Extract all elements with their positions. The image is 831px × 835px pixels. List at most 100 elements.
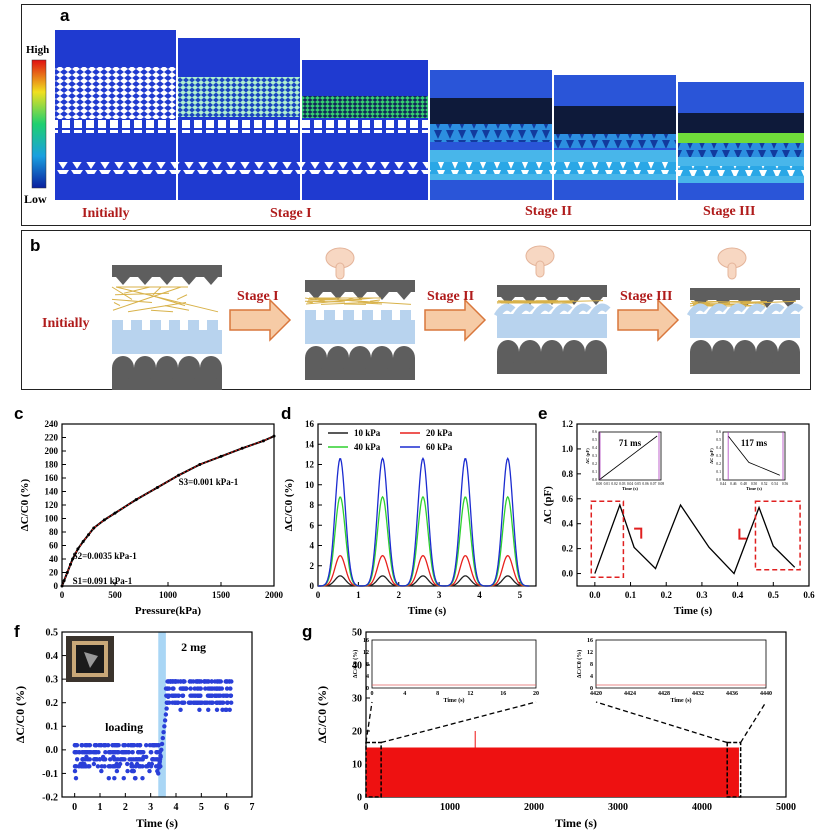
chart-e: 0.0 0.1 0.2 0.3 0.4 0.5 0.6 0.0 0.2 0.4 0.6 0.8 1.0 1… — [542, 419, 815, 617]
data-point — [113, 511, 117, 515]
x-tick-label: 1000 — [440, 802, 460, 813]
series-line-60kPa — [317, 457, 530, 587]
x-tick-label: 0 — [72, 802, 77, 813]
panel-c-label: c — [14, 404, 24, 423]
data-point — [128, 757, 134, 762]
inset-x-label: Time (s) — [746, 486, 762, 491]
data-point — [157, 759, 162, 764]
data-point — [165, 694, 171, 700]
inset-y-tick: 0.5 — [716, 438, 721, 442]
y-tick-label: 40 — [49, 554, 59, 564]
inset-x-tick: 0.54 — [772, 482, 778, 486]
panel-e-label: e — [538, 404, 548, 423]
schematic-unit — [304, 280, 415, 380]
inset-y-tick: 0.2 — [592, 462, 597, 466]
y-axis-label: ΔC/C0 (%) — [315, 686, 329, 743]
data-point — [87, 742, 93, 748]
data-point — [198, 686, 203, 691]
label-stage3-b: Stage III — [620, 289, 673, 304]
x-tick-label: 1500 — [212, 590, 231, 600]
y-tick-label: 10 — [305, 480, 315, 490]
y-tick-label: 0 — [310, 581, 315, 591]
y-tick-label: 0.6 — [562, 494, 574, 504]
data-point — [79, 742, 85, 748]
x-tick-label: 2000 — [265, 590, 284, 600]
data-point — [207, 700, 212, 705]
y-tick-label: 14 — [305, 439, 315, 449]
colorbar-high-label: High — [26, 44, 50, 56]
inset-x-label: Time (s) — [443, 697, 464, 704]
inset-x-tick: 0.46 — [730, 482, 736, 486]
x-tick-label: 0.3 — [696, 590, 708, 600]
legend-entry: 10 kPa — [354, 428, 381, 438]
y-tick-label: 0.0 — [562, 569, 574, 579]
data-point — [133, 775, 138, 781]
inset-x-tick: 4420 — [590, 691, 602, 697]
data-point — [192, 686, 197, 691]
data-point — [162, 724, 167, 729]
y-tick-label: 50 — [352, 627, 362, 638]
data-point — [214, 700, 220, 705]
data-point — [160, 735, 166, 741]
x-tick-label: 0.1 — [625, 590, 637, 600]
data-point — [151, 742, 156, 748]
stage-label-stage2: Stage II — [525, 204, 573, 219]
data-point — [162, 718, 168, 723]
y-tick-label: 200 — [45, 446, 59, 456]
y-axis-label: ΔC (pF) — [542, 486, 554, 524]
inset-y-tick: 16 — [587, 638, 593, 644]
highlight-box — [590, 500, 625, 579]
series-line — [61, 435, 275, 587]
data-point — [116, 750, 121, 755]
y-axis-label: ΔC/C0 (%) — [283, 478, 295, 531]
data-point — [114, 742, 119, 748]
x-tick-label: 3 — [148, 802, 153, 813]
data-point — [134, 498, 138, 502]
inset-x-tick: 0.07 — [650, 482, 656, 486]
schematic-unit — [686, 288, 804, 374]
x-axis-label: Pressure(kPa) — [135, 605, 202, 617]
x-tick-label: 0 — [364, 802, 369, 813]
x-tick-label: 0 — [316, 590, 321, 600]
data-point — [272, 434, 276, 438]
inset-x-tick: 0.02 — [611, 482, 617, 486]
data-point — [188, 686, 193, 691]
data-point — [62, 579, 66, 583]
data-point — [173, 679, 178, 684]
data-point — [87, 757, 92, 762]
y-tick-label: 4 — [310, 541, 315, 551]
y-tick-label: 6 — [310, 520, 315, 530]
data-point — [107, 764, 112, 769]
y-tick-label: 2 — [310, 561, 315, 571]
data-point — [152, 757, 157, 762]
data-point — [166, 679, 172, 684]
x-tick-label: 7 — [250, 802, 255, 813]
stage-arrow — [229, 298, 292, 342]
inset-x-tick: 0.08 — [658, 482, 664, 486]
data-point — [94, 757, 99, 762]
legend-entry: 40 kPa — [354, 442, 381, 452]
data-point — [130, 742, 135, 748]
data-point — [131, 768, 137, 774]
data-point — [130, 750, 135, 755]
y-tick-label: 8 — [310, 500, 315, 510]
y-axis-label: ΔC/C0 (%) — [13, 686, 27, 743]
data-point — [163, 712, 169, 717]
data-point — [178, 707, 183, 712]
inset-x-tick: 0.52 — [761, 482, 767, 486]
inset-x-tick: 20 — [533, 691, 539, 697]
x-tick-label: 3 — [437, 590, 442, 600]
inset-y-tick: 0.3 — [592, 454, 597, 458]
data-point — [156, 742, 161, 748]
inset-x-tick: 0.04 — [627, 482, 633, 486]
data-point — [143, 742, 149, 748]
signal-band — [366, 747, 739, 797]
data-point — [72, 768, 78, 774]
y-tick-label: 0.5 — [46, 627, 59, 638]
y-tick-label: 0.2 — [46, 698, 59, 709]
inset-y-tick: 0.1 — [592, 470, 597, 474]
data-point — [187, 700, 192, 705]
panel-b-schematic — [111, 245, 804, 390]
panel-g-label: g — [302, 622, 313, 641]
